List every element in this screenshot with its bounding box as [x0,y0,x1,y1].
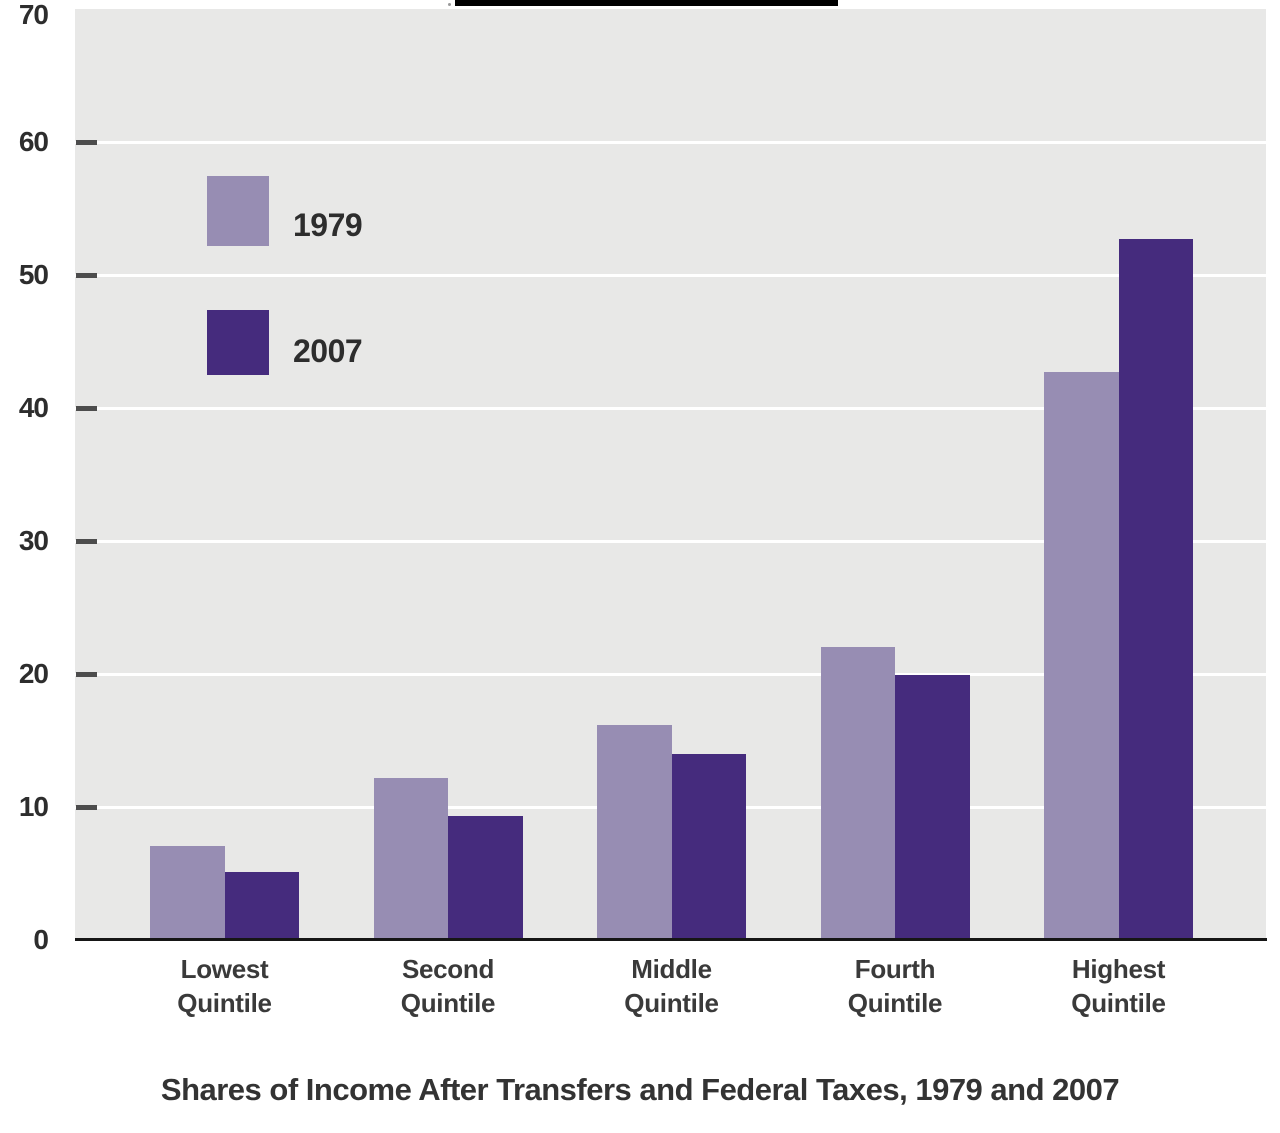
legend-label-1979: 1979 [293,207,363,243]
bar-2007-fourth-quintile [895,675,970,940]
bar-1979-second-quintile [373,777,448,940]
y-tick-label: 20 [18,658,49,689]
y-tick-mark [76,671,97,677]
y-tick-mark [76,405,97,411]
legend-label-2007: 2007 [293,333,363,369]
bar-2007-second-quintile [448,816,523,940]
y-tick-label: 70 [18,0,49,30]
bar-2007-lowest-quintile [224,872,299,940]
x-category-label: Fourth Quintile [847,954,943,1018]
y-tick-label: 10 [18,791,49,822]
y-tick-label: 50 [18,259,49,290]
legend-swatch-1979 [207,176,269,246]
bar-2007-highest-quintile [1118,239,1193,940]
y-tick-label: 60 [18,126,49,157]
plot-area: 1979 2007 [75,9,1266,940]
bar-1979-middle-quintile [597,724,672,940]
y-tick-mark [76,804,97,810]
y-tick-mark [76,538,97,544]
y-tick-label: 40 [18,392,49,423]
chart-title: Shares of Income After Transfers and Fed… [160,1072,1120,1107]
gridline [75,273,1266,277]
x-category-label: Second Quintile [400,954,496,1018]
x-category-label: Lowest Quintile [177,954,272,1018]
y-tick-mark [76,139,97,145]
x-axis-line [75,938,1267,941]
bar-1979-highest-quintile [1044,372,1119,940]
x-category-label: Highest Quintile [1071,954,1166,1018]
bar-1979-lowest-quintile [150,845,225,940]
cropped-header-bar [455,0,838,6]
y-tick-label: 30 [18,525,49,556]
bar-2007-middle-quintile [671,753,746,940]
gridline [75,672,1266,676]
legend-swatch-2007 [207,310,269,375]
gridline [75,140,1266,144]
gridline [75,539,1266,543]
x-category-label: Middle Quintile [624,954,719,1018]
y-tick-label: 0 [33,924,49,955]
y-tick-mark [76,272,97,278]
stray-dot [448,3,451,6]
bar-1979-fourth-quintile [820,647,895,940]
gridline [75,406,1266,410]
